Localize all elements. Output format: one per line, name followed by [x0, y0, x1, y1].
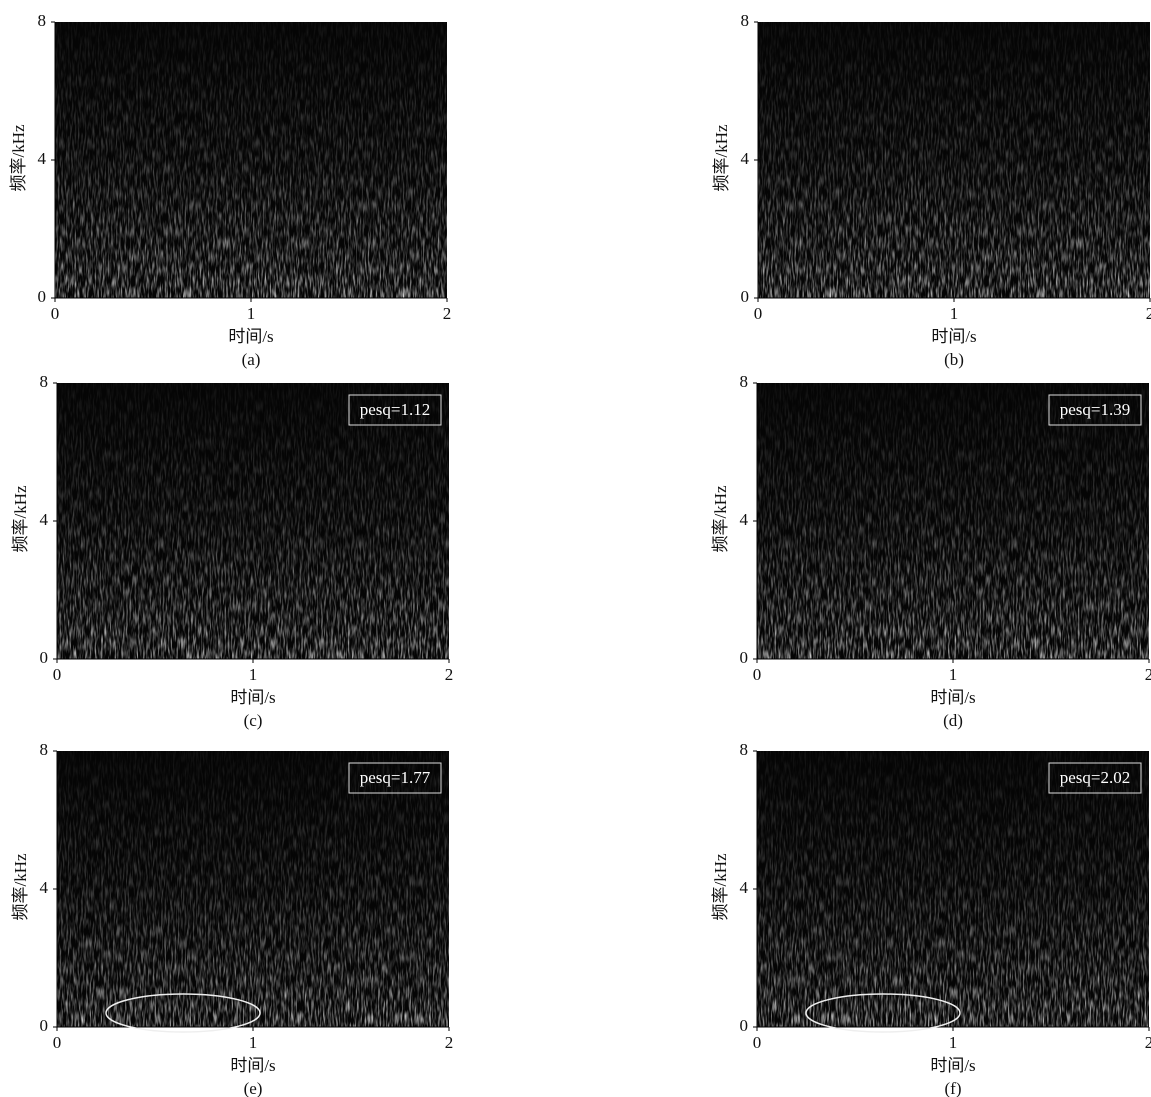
- y-tick-label: 4: [741, 149, 750, 168]
- y-tick-label: 8: [38, 11, 47, 30]
- y-tick-label: 4: [740, 878, 749, 897]
- x-axis-label: 时间/s: [930, 1056, 975, 1075]
- annotation: pesq=2.02: [1060, 768, 1131, 787]
- caption: (f): [945, 1079, 962, 1097]
- y-tick-label: 8: [40, 372, 49, 391]
- y-tick-label: 8: [741, 11, 750, 30]
- caption: (d): [943, 711, 963, 730]
- x-axis-label: 时间/s: [931, 327, 976, 346]
- highlight-ellipse: [105, 993, 261, 1033]
- y-axis-label: 频率/kHz: [711, 485, 730, 552]
- highlight-ellipse: [805, 993, 961, 1033]
- y-axis-label: 频率/kHz: [711, 853, 730, 920]
- x-tick-label: 1: [950, 304, 959, 323]
- annotation: pesq=1.39: [1060, 400, 1131, 419]
- spectrogram-texture: [757, 383, 1149, 659]
- annotation: pesq=1.77: [360, 768, 431, 787]
- caption: (a): [242, 350, 261, 369]
- y-axis-label: 频率/kHz: [712, 124, 731, 191]
- panel: 0 1 2 0 4 8 时间/s 频率/kHz (d) pesq=1.39: [711, 372, 1151, 730]
- x-tick-label: 2: [1145, 665, 1151, 684]
- y-tick-label: 8: [740, 740, 749, 759]
- x-axis-label: 时间/s: [228, 327, 273, 346]
- x-tick-label: 1: [949, 1033, 958, 1052]
- panel: 0 1 2 0 4 8 时间/s 频率/kHz (c) pesq=1.12: [11, 372, 453, 730]
- spectrogram-texture: [758, 22, 1150, 298]
- x-tick-label: 1: [249, 665, 258, 684]
- caption: (c): [244, 711, 263, 730]
- caption: (b): [944, 350, 964, 369]
- panel: 0 1 2 0 4 8 时间/s 频率/kHz (e) pesq=1.77: [11, 740, 453, 1097]
- y-tick-label: 0: [740, 1016, 749, 1035]
- panel: 0 1 2 0 4 8 时间/s 频率/kHz (f) pesq=2.02: [711, 740, 1151, 1097]
- y-tick-label: 4: [40, 878, 49, 897]
- annotation: pesq=1.12: [360, 400, 431, 419]
- spectrogram-texture: [57, 383, 449, 659]
- x-axis-label: 时间/s: [930, 688, 975, 707]
- y-tick-label: 8: [40, 740, 49, 759]
- annotation-box: [348, 762, 442, 794]
- panel: 0 1 2 0 4 8 时间/s 频率/kHz (a): [9, 11, 451, 369]
- x-axis-label: 时间/s: [230, 688, 275, 707]
- x-tick-label: 1: [249, 1033, 258, 1052]
- spectrogram-texture: [55, 22, 447, 298]
- spectrogram-texture: [57, 751, 449, 1027]
- y-axis-label: 频率/kHz: [11, 485, 30, 552]
- annotation-box: [1048, 394, 1142, 426]
- spectrogram-texture: [757, 751, 1149, 1027]
- y-tick-label: 4: [40, 510, 49, 529]
- y-tick-label: 0: [741, 287, 750, 306]
- y-tick-label: 4: [740, 510, 749, 529]
- x-tick-label: 0: [753, 665, 762, 684]
- x-tick-label: 1: [949, 665, 958, 684]
- y-tick-label: 0: [40, 1016, 49, 1035]
- x-tick-label: 0: [53, 1033, 62, 1052]
- y-tick-label: 4: [38, 149, 47, 168]
- y-tick-label: 0: [38, 287, 47, 306]
- x-tick-label: 2: [445, 665, 454, 684]
- panel: 0 1 2 0 4 8 时间/s 频率/kHz (b): [712, 11, 1151, 369]
- annotation-box: [1048, 762, 1142, 794]
- x-tick-label: 2: [445, 1033, 454, 1052]
- y-axis-label: 频率/kHz: [9, 124, 28, 191]
- x-tick-label: 2: [443, 304, 452, 323]
- y-axis-label: 频率/kHz: [11, 853, 30, 920]
- y-tick-label: 0: [40, 648, 49, 667]
- annotation-box: [348, 394, 442, 426]
- y-tick-label: 8: [740, 372, 749, 391]
- x-tick-label: 0: [754, 304, 763, 323]
- x-tick-label: 0: [753, 1033, 762, 1052]
- caption: (e): [244, 1079, 263, 1097]
- x-tick-label: 0: [53, 665, 62, 684]
- y-tick-label: 0: [740, 648, 749, 667]
- x-tick-label: 0: [51, 304, 60, 323]
- panels: 0 1 2 0 4 8 时间/s 频率/kHz (a) 0 1 2 0 4 8 时间/s 频率/kHz (b) 0 1…: [9, 11, 1151, 1097]
- x-tick-label: 1: [247, 304, 256, 323]
- x-tick-label: 2: [1145, 1033, 1151, 1052]
- x-tick-label: 2: [1146, 304, 1151, 323]
- x-axis-label: 时间/s: [230, 1056, 275, 1075]
